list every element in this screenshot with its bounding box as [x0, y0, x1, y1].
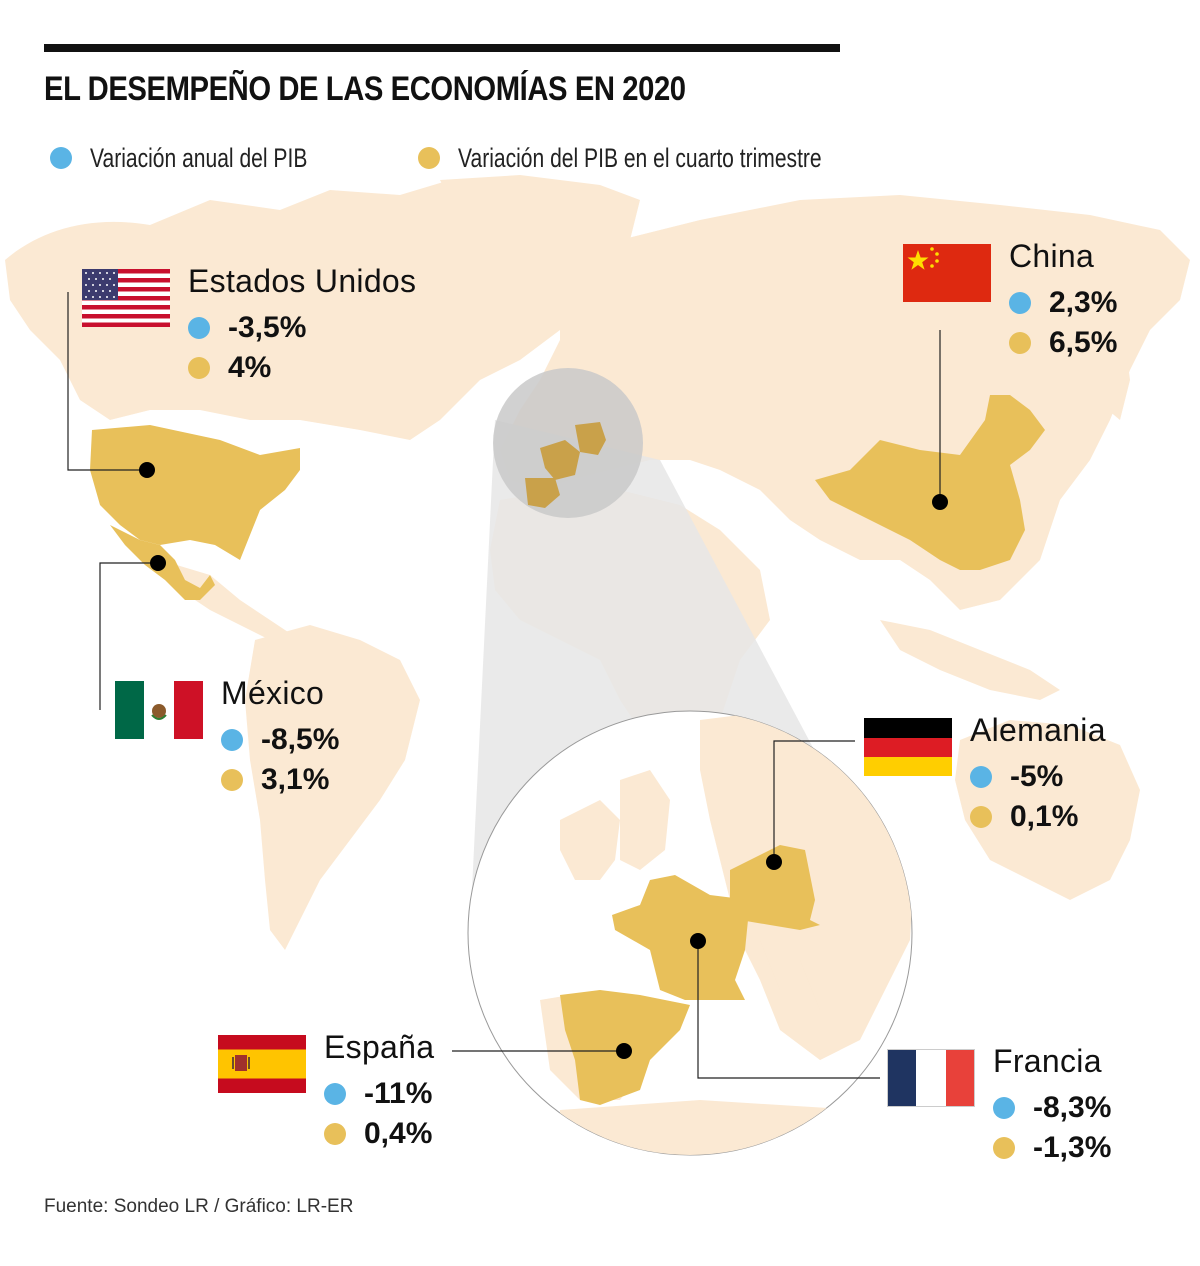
q4-dot-icon [324, 1123, 346, 1145]
q4-row: 3,1% [221, 763, 329, 797]
germany-flag-icon [864, 718, 952, 776]
mexico-flag-icon [115, 681, 203, 739]
q4-dot-icon [1009, 332, 1031, 354]
annual-row: -3,5% [188, 311, 306, 345]
europe-mini-highlight [525, 422, 606, 508]
country-name: México [221, 675, 325, 711]
q4-value: -1,3% [1033, 1131, 1112, 1164]
q4-value: 0,4% [364, 1117, 433, 1150]
germany-shape [730, 845, 820, 930]
annual-dot-icon [970, 766, 992, 788]
q4-value: 6,5% [1049, 326, 1118, 359]
q4-row: 6,5% [1009, 326, 1117, 360]
annual-row: -5% [970, 760, 1063, 794]
country-name: Estados Unidos [188, 263, 417, 299]
legend-label-annual: Variación anual del PIB [90, 142, 308, 173]
q4-value: 3,1% [261, 763, 330, 796]
spain-flag-icon [218, 1035, 306, 1093]
country-name: China [1009, 238, 1095, 274]
q4-dot-icon [970, 806, 992, 828]
china-shape [815, 395, 1045, 570]
annual-value: 2,3% [1049, 286, 1118, 319]
france-shape [612, 875, 750, 1000]
annual-value: -11% [364, 1077, 433, 1110]
country-name: España [324, 1029, 435, 1065]
annual-value: -5% [1010, 760, 1064, 793]
q4-row: 0,4% [324, 1117, 432, 1151]
location-markers [139, 462, 948, 1059]
annual-value: -8,5% [261, 723, 340, 756]
annual-dot-icon [324, 1083, 346, 1105]
country-name: Alemania [970, 712, 1106, 748]
leader-lines [67, 292, 941, 1079]
annual-row: 2,3% [1009, 286, 1117, 320]
annual-value: -8,3% [1033, 1091, 1112, 1124]
annual-row: -8,3% [993, 1091, 1111, 1125]
legend-label-q4: Variación del PIB en el cuarto trimestre [458, 142, 822, 173]
q4-dot-icon [418, 147, 440, 169]
country-name: Francia [993, 1043, 1102, 1079]
usa-flag-icon [82, 269, 170, 327]
france-flag-icon [887, 1049, 975, 1107]
q4-row: 4% [188, 351, 271, 385]
source-credit: Fuente: Sondeo LR / Gráfico: LR-ER [44, 1196, 354, 1217]
annual-dot-icon [221, 729, 243, 751]
chart-title: EL DESEMPEÑO DE LAS ECONOMÍAS EN 2020 [44, 70, 686, 108]
legend-item-annual: Variación anual del PIB [50, 140, 369, 176]
q4-dot-icon [188, 357, 210, 379]
title-rule [44, 44, 840, 52]
annual-row: -11% [324, 1077, 432, 1111]
legend-item-q4: Variación del PIB en el cuarto trimestre [418, 140, 924, 176]
usa-shape [90, 425, 300, 560]
china-flag-icon [903, 244, 991, 302]
q4-dot-icon [221, 769, 243, 791]
q4-value: 0,1% [1010, 800, 1079, 833]
annual-dot-icon [188, 317, 210, 339]
annual-dot-icon [993, 1097, 1015, 1119]
q4-value: 4% [228, 351, 272, 384]
annual-dot-icon [50, 147, 72, 169]
q4-dot-icon [993, 1137, 1015, 1159]
annual-value: -3,5% [228, 311, 307, 344]
q4-row: 0,1% [970, 800, 1078, 834]
annual-dot-icon [1009, 292, 1031, 314]
annual-row: -8,5% [221, 723, 339, 757]
q4-row: -1,3% [993, 1131, 1111, 1165]
